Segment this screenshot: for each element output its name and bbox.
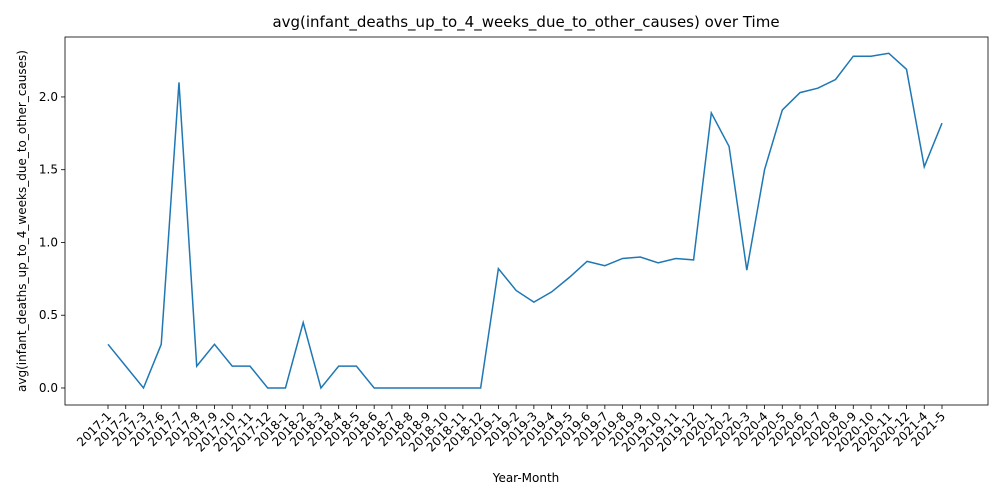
y-tick-label: 0.0 [39,381,58,395]
y-tick-label: 0.5 [39,308,58,322]
y-axis-label: avg(infant_deaths_up_to_4_weeks_due_to_o… [15,50,29,392]
y-tick-label: 2.0 [39,90,58,104]
x-axis-label: Year-Month [492,471,560,485]
plot-frame [64,36,989,406]
chart-title: avg(infant_deaths_up_to_4_weeks_due_to_o… [272,13,779,32]
y-tick-label: 1.5 [39,163,58,177]
line-series [107,52,943,390]
y-tick-label: 1.0 [39,235,58,249]
